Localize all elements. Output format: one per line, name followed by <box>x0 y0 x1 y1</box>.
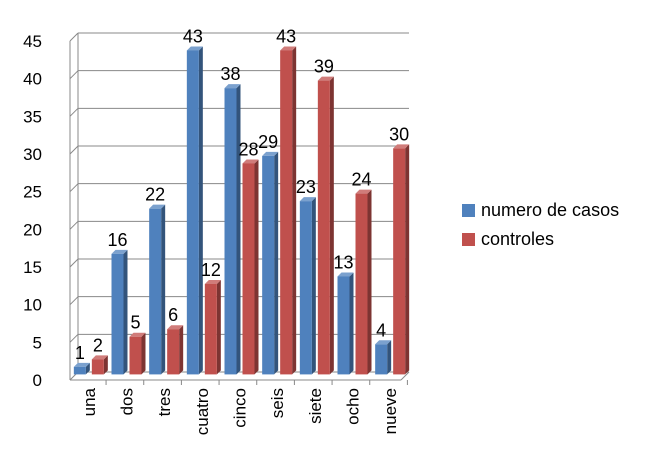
data-label-series-1-nueve: 4 <box>376 320 386 340</box>
data-label-series-2-dos: 5 <box>130 313 140 333</box>
bar-series-1-siete <box>299 197 316 375</box>
x-tick-label-nueve: nueve <box>381 388 400 434</box>
data-labels: 1 2 16 5 22 6 43 12 38 28 29 43 23 39 13 24 4 30 <box>75 26 409 362</box>
data-label-series-2-una: 2 <box>93 335 103 355</box>
bar-series-2-siete <box>317 76 334 375</box>
x-tick-label-tres: tres <box>155 388 174 416</box>
data-label-series-1-cuatro: 43 <box>183 26 203 46</box>
legend: numero de casos controles <box>462 196 619 254</box>
y-axis: 0 5 10 15 20 25 30 35 40 45 <box>23 32 42 390</box>
bar-series-1-seis <box>262 151 279 375</box>
y-tick-label: 10 <box>23 296 42 315</box>
y-tick-label: 15 <box>23 258 42 277</box>
y-tick-label: 25 <box>23 183 42 202</box>
bars <box>73 46 410 375</box>
data-label-series-2-cuatro: 12 <box>201 260 221 280</box>
bar-series-2-una <box>91 355 108 375</box>
bar-series-2-ocho <box>355 189 372 375</box>
bar-series-2-nueve <box>393 144 410 375</box>
bar-series-1-cinco <box>224 84 241 375</box>
data-label-series-1-tres: 22 <box>145 185 165 205</box>
bar-series-1-una <box>73 362 90 375</box>
legend-item-series-2: controles <box>462 225 619 254</box>
bar-series-1-dos <box>111 249 128 375</box>
x-tick-label-una: una <box>80 387 99 416</box>
bar-series-2-tres <box>167 325 184 375</box>
data-label-series-2-cinco: 28 <box>238 139 258 159</box>
bar-series-1-ocho <box>337 272 354 375</box>
data-label-series-1-ocho: 13 <box>333 252 353 272</box>
bar-series-2-cuatro <box>204 280 221 375</box>
data-label-series-2-tres: 6 <box>168 305 178 325</box>
legend-swatch-series-2 <box>462 233 475 246</box>
bar-series-1-tres <box>149 204 166 375</box>
bar-series-2-seis <box>280 46 297 375</box>
x-axis: una dos tres cuatro cinco seis siete ocho nueve <box>70 371 410 435</box>
bar-series-1-nueve <box>375 340 392 375</box>
y-tick-label: 45 <box>23 32 42 51</box>
data-label-series-1-cinco: 38 <box>220 64 240 84</box>
y-tick-label: 35 <box>23 107 42 126</box>
legend-swatch-series-1 <box>462 204 475 217</box>
x-tick-label-siete: siete <box>306 388 325 424</box>
data-label-series-2-nueve: 30 <box>389 124 409 144</box>
x-tick-label-cuatro: cuatro <box>193 388 212 435</box>
data-label-series-1-seis: 29 <box>258 132 278 152</box>
data-label-series-1-siete: 23 <box>296 177 316 197</box>
x-tick-label-cinco: cinco <box>231 388 250 428</box>
data-label-series-1-dos: 16 <box>107 230 127 250</box>
y-tick-label: 5 <box>33 333 42 352</box>
data-label-series-1-una: 1 <box>75 343 85 363</box>
bar-series-1-cuatro <box>186 46 203 375</box>
legend-label-series-2: controles <box>481 229 555 249</box>
bar-series-2-dos <box>129 332 146 375</box>
y-tick-label: 0 <box>33 371 42 390</box>
legend-item-series-1: numero de casos <box>462 196 619 225</box>
data-label-series-2-ocho: 24 <box>351 170 371 190</box>
x-tick-label-seis: seis <box>268 388 287 418</box>
data-label-series-2-siete: 39 <box>314 57 334 77</box>
legend-label-series-1: numero de casos <box>481 200 620 220</box>
y-tick-label: 40 <box>23 70 42 89</box>
x-tick-label-dos: dos <box>118 388 137 415</box>
bar-series-2-cinco <box>242 159 259 375</box>
y-tick-label: 30 <box>23 145 42 164</box>
data-label-series-2-seis: 43 <box>276 26 296 46</box>
y-tick-label: 20 <box>23 220 42 239</box>
x-tick-label-ocho: ocho <box>344 388 363 425</box>
